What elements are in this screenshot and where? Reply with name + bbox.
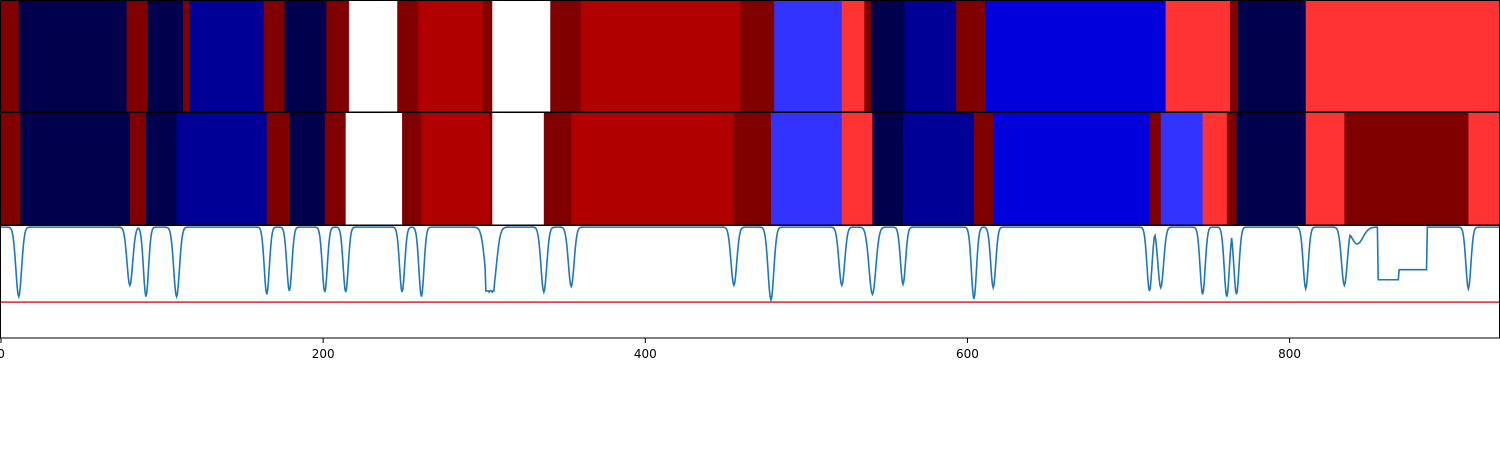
heatmap-cell-1 bbox=[18, 1, 128, 112]
heatmap-cell-2 bbox=[1160, 113, 1204, 225]
heatmap-cell-1 bbox=[348, 1, 398, 112]
heatmap-cell-2 bbox=[973, 113, 994, 225]
heatmap-cell-1 bbox=[189, 1, 265, 112]
heatmap-cell-1 bbox=[774, 1, 843, 112]
heatmap-cell-1 bbox=[183, 1, 191, 112]
heatmap-cell-1 bbox=[326, 1, 350, 112]
heatmap-cell-2 bbox=[421, 113, 490, 225]
x-tick-label: 800 bbox=[1278, 347, 1301, 361]
heatmap-cell-1 bbox=[870, 1, 906, 112]
heatmap-cell-2 bbox=[145, 113, 178, 225]
heatmap-cell-2 bbox=[129, 113, 147, 225]
heatmap-cell-1 bbox=[418, 1, 484, 112]
heatmap-cell-2 bbox=[266, 113, 290, 225]
heatmap-cell-1 bbox=[263, 1, 286, 112]
heatmap-cell-1 bbox=[740, 1, 775, 112]
heatmap-cell-2 bbox=[1344, 113, 1469, 225]
x-tick-label: 0 bbox=[0, 347, 5, 361]
heatmap-cell-1 bbox=[284, 1, 327, 112]
heatmap-cell-2 bbox=[1468, 113, 1500, 225]
heatmap-cell-1 bbox=[126, 1, 149, 112]
heatmap-cell-2 bbox=[1149, 113, 1162, 225]
heatmap-cell-2 bbox=[345, 113, 403, 225]
panel-frame-3 bbox=[0, 225, 1500, 339]
heatmap-cell-2 bbox=[489, 113, 493, 225]
x-tick-label: 400 bbox=[634, 347, 657, 361]
heatmap-cell-2 bbox=[872, 113, 904, 225]
heatmap-cell-2 bbox=[993, 113, 1151, 225]
heatmap-cell-2 bbox=[733, 113, 772, 225]
x-tick-label: 600 bbox=[956, 347, 979, 361]
heatmap-cell-1 bbox=[397, 1, 419, 112]
heatmap-cell-2 bbox=[1202, 113, 1228, 225]
heatmap-cell-1 bbox=[492, 1, 551, 112]
heatmap-cell-2 bbox=[841, 113, 874, 225]
heatmap-cell-2 bbox=[324, 113, 347, 225]
heatmap-cell-1 bbox=[904, 1, 957, 112]
heatmap-cell-1 bbox=[147, 1, 184, 112]
heatmap-cell-2 bbox=[176, 113, 268, 225]
heatmap-cell-2 bbox=[492, 113, 545, 225]
heatmap-cell-1 bbox=[1, 1, 20, 112]
heatmap-cell-1 bbox=[550, 1, 582, 112]
heatmap-cell-1 bbox=[956, 1, 986, 112]
x-tick-label: 200 bbox=[312, 347, 335, 361]
heatmap-cell-1 bbox=[1165, 1, 1231, 112]
heatmap-cell-2 bbox=[402, 113, 423, 225]
heatmap-cell-2 bbox=[903, 113, 975, 225]
heatmap-cell-1 bbox=[1238, 1, 1307, 112]
heatmap-cell-2 bbox=[289, 113, 326, 225]
heatmap-cell-2 bbox=[543, 113, 572, 225]
heatmap-cell-1 bbox=[1230, 1, 1239, 112]
heatmap-cell-1 bbox=[482, 1, 493, 112]
heatmap-cell-2 bbox=[1, 113, 21, 225]
heatmap-cell-1 bbox=[1305, 1, 1500, 112]
heatmap-cell-1 bbox=[580, 1, 741, 112]
heatmap-cell-2 bbox=[1305, 113, 1345, 225]
signal-line bbox=[1, 226, 1499, 303]
heatmap-cell-1 bbox=[841, 1, 865, 112]
heatmap-cell-2 bbox=[1236, 113, 1307, 225]
heatmap-cell-1 bbox=[985, 1, 1167, 112]
heatmap-cell-2 bbox=[1226, 113, 1238, 225]
heatmap-cell-1 bbox=[864, 1, 872, 112]
heatmap-cell-2 bbox=[20, 113, 131, 225]
heatmap-cell-2 bbox=[770, 113, 843, 225]
heatmap-cell-2 bbox=[571, 113, 735, 225]
